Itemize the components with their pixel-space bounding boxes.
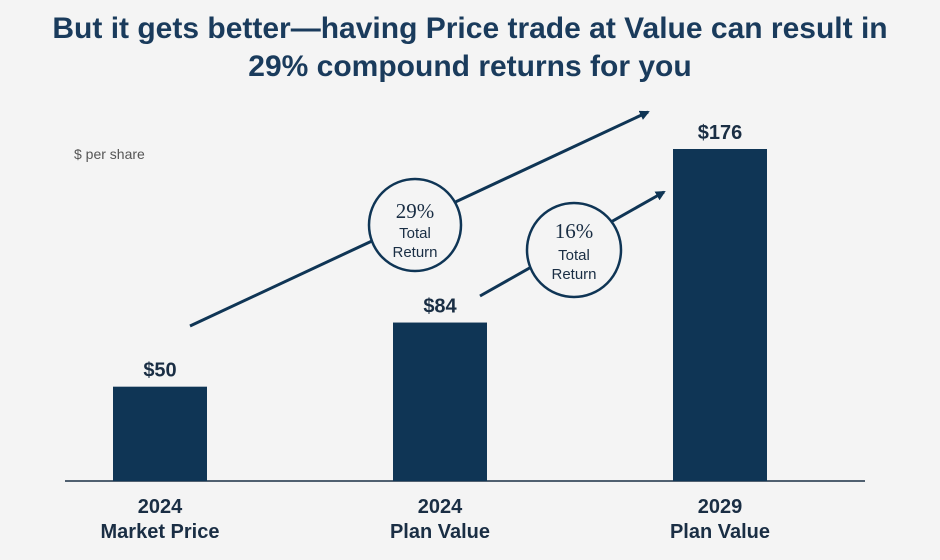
rate-16-label-2: Return: [551, 266, 596, 283]
bars-layer: [113, 149, 767, 481]
value-labels-layer: $50 $84 $176: [143, 122, 742, 382]
rate-16-text: 16%: [555, 219, 594, 243]
rate-29-text: 29%: [396, 199, 435, 223]
category-name: Market Price: [100, 521, 220, 543]
chart-title: But it gets better—having Price trade at…: [0, 10, 940, 86]
chart-title-line-2: 29% compound returns for you: [248, 50, 692, 83]
total-return-29-badge: 29% Total Return: [367, 177, 463, 273]
bar-1: [393, 322, 487, 481]
bar-0: [113, 386, 207, 481]
value-label-0: $50: [143, 360, 176, 382]
value-label-1: $84: [423, 296, 457, 318]
value-label-2: $176: [698, 122, 743, 144]
category-label-2024-plan-value: 2024 Plan Value: [330, 495, 550, 545]
rate-29-label-1: Total: [399, 225, 431, 242]
category-name: Plan Value: [669, 521, 771, 543]
category-year: 2024: [137, 496, 183, 518]
rate-29-label-2: Return: [392, 244, 437, 261]
category-label-2024-market-price: 2024 Market Price: [50, 495, 270, 545]
category-name: Plan Value: [389, 521, 491, 543]
bar-2: [673, 149, 767, 481]
category-label-2029-plan-value: 2029 Plan Value: [610, 495, 830, 545]
total-return-16-badge: 16% Total Return: [525, 201, 623, 299]
unit-label: $ per share: [74, 146, 145, 162]
category-year: 2024: [417, 496, 463, 518]
rate-16-label-1: Total: [558, 247, 590, 264]
chart-title-line-1: But it gets better—having Price trade at…: [52, 12, 888, 45]
category-year: 2029: [697, 496, 743, 518]
